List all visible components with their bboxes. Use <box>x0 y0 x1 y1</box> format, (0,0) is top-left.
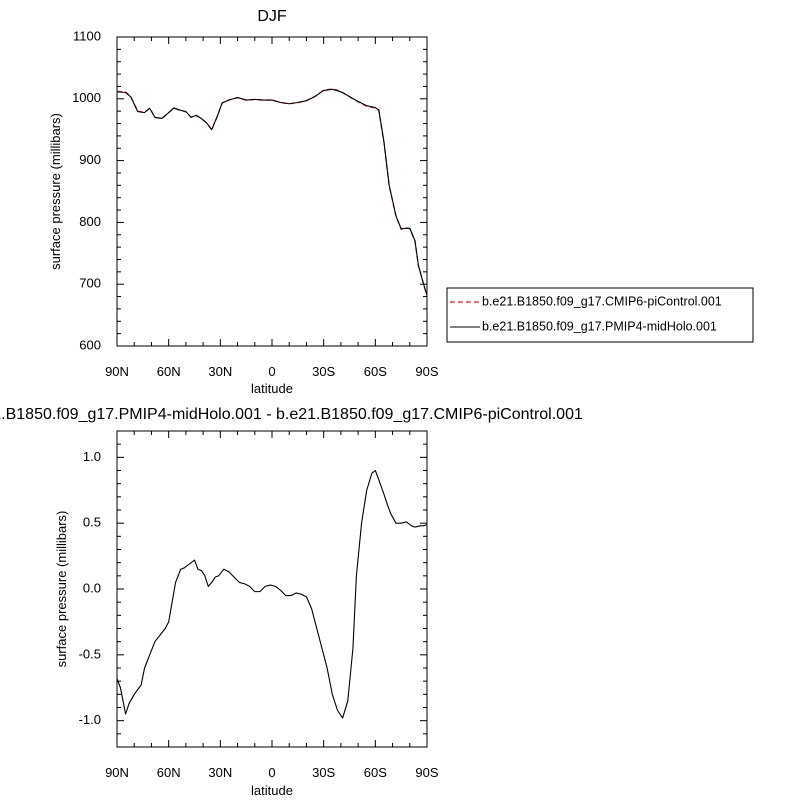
plot-frame <box>116 430 428 748</box>
y-tick-label: 600 <box>79 337 101 352</box>
x-tick-label: 60S <box>364 765 387 780</box>
y-tick-label: 800 <box>79 214 101 229</box>
x-tick-label: 90S <box>415 364 438 379</box>
x-tick-label: 0 <box>268 765 275 780</box>
x-tick-label: 60S <box>364 364 387 379</box>
series-line-1 <box>116 469 428 719</box>
series-line-2 <box>116 88 428 296</box>
y-tick-label: 0.5 <box>83 515 101 530</box>
x-tick-label: 60N <box>157 364 181 379</box>
x-axis-label: latitude <box>251 783 293 798</box>
y-tick-label: -0.5 <box>79 646 101 661</box>
x-tick-label: 0 <box>268 364 275 379</box>
y-axis-label: surface pressure (millibars) <box>48 113 63 270</box>
chart-title: DJF <box>257 8 287 25</box>
chart-title: b.e21.B1850.f09_g17.PMIP4-midHolo.001 - … <box>0 406 583 423</box>
legend-label-1: b.e21.B1850.f09_g17.CMIP6-piControl.001 <box>482 294 722 308</box>
x-tick-label: 30N <box>208 364 232 379</box>
x-axis-label: latitude <box>251 381 293 396</box>
x-tick-label: 90S <box>415 765 438 780</box>
chart-1 <box>116 36 428 347</box>
legend-label-2: b.e21.B1850.f09_g17.PMIP4-midHolo.001 <box>482 319 717 333</box>
x-tick-label: 30N <box>208 765 232 780</box>
y-axis-label: surface pressure (millibars) <box>54 511 69 668</box>
x-tick-label: 60N <box>157 765 181 780</box>
legend-box <box>446 287 754 343</box>
x-tick-label: 30S <box>312 765 335 780</box>
y-tick-label: -1.0 <box>79 712 101 727</box>
x-tick-label: 30S <box>312 364 335 379</box>
x-tick-label: 90N <box>105 364 129 379</box>
y-tick-label: 900 <box>79 152 101 167</box>
y-tick-label: 1000 <box>72 90 101 105</box>
y-tick-label: 1.0 <box>83 449 101 464</box>
plot-frame <box>116 36 428 347</box>
x-tick-label: 90N <box>105 765 129 780</box>
y-tick-label: 700 <box>79 276 101 291</box>
chart-2 <box>116 430 428 748</box>
y-tick-label: 1100 <box>73 28 101 43</box>
y-tick-label: 0.0 <box>83 580 101 595</box>
legend: b.e21.B1850.f09_g17.CMIP6-piControl.001b… <box>446 287 754 343</box>
